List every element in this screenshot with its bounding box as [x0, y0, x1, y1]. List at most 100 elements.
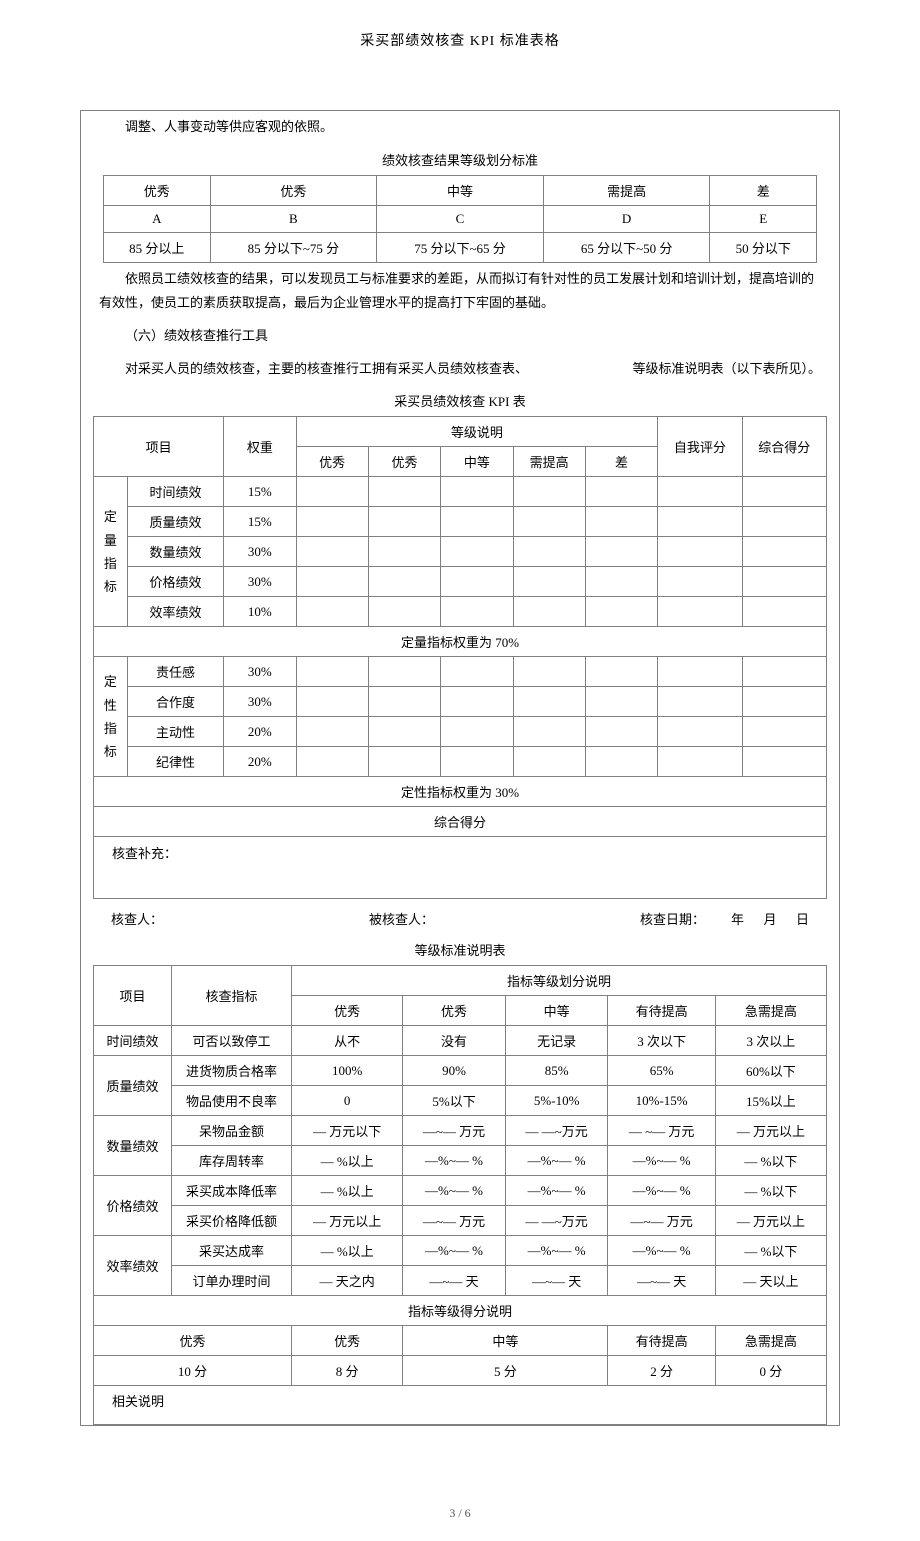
- checked-label: 被核查人：: [369, 909, 434, 928]
- table-row: 合作度30%: [94, 687, 827, 717]
- qual-group: 定性指标: [94, 657, 128, 777]
- grade-range: 85 分以上: [104, 232, 211, 262]
- grade-range: 65 分以下~50 分: [543, 232, 710, 262]
- para3b: 等级标准说明表（以下表所见）。: [632, 357, 821, 382]
- std-cell: 无记录: [505, 1026, 608, 1056]
- std-index: 库存周转率: [172, 1146, 292, 1176]
- table-row: 质量绩效15%: [94, 507, 827, 537]
- table-row: 物品使用不良率05%以下5%-10%10%-15%15%以上: [94, 1086, 827, 1116]
- kpi-table-wrap: 项目 权重 等级说明 自我评分 综合得分 优秀 优秀 中等 需提高 差: [93, 416, 827, 1425]
- table-row: 库存周转率— %以上—%~— %—%~— %—%~— %— %以下: [94, 1146, 827, 1176]
- score-header: 有待提高: [608, 1326, 715, 1356]
- table-row: 纪律性20%: [94, 747, 827, 777]
- quant-name: 时间绩效: [127, 477, 223, 507]
- grading-table-wrap: 优秀 优秀 中等 需提高 差 A B C D E 85 分以上: [103, 175, 817, 263]
- table-row: 优秀 优秀 中等 有待提高 急需提高: [94, 1326, 827, 1356]
- score-value: 5 分: [403, 1356, 608, 1386]
- std-cell: 5%以下: [403, 1086, 506, 1116]
- col-levels: 等级说明: [296, 417, 658, 447]
- table-row: 价格绩效采买成本降低率— %以上—%~— %—%~— %—%~— %— %以下: [94, 1176, 827, 1206]
- quant-name: 价格绩效: [127, 567, 223, 597]
- qual-weight: 30%: [224, 687, 296, 717]
- cell: [296, 477, 368, 507]
- std-cell: —~— 万元: [608, 1206, 715, 1236]
- std-cell: — —~万元: [505, 1206, 608, 1236]
- col-total-score: 综合得分: [742, 417, 826, 477]
- table-row: 定性指标 责任感 30%: [94, 657, 827, 687]
- std-index: 进货物质合格率: [172, 1056, 292, 1086]
- quant-weight: 30%: [224, 567, 296, 597]
- grade-header: 差: [710, 175, 817, 205]
- score-value: 2 分: [608, 1356, 715, 1386]
- grade-header: 优秀: [104, 175, 211, 205]
- grade-letter: C: [377, 205, 544, 232]
- qual-name: 主动性: [127, 717, 223, 747]
- quant-weight: 10%: [224, 597, 296, 627]
- table-row: 项目 权重 等级说明 自我评分 综合得分: [94, 417, 827, 447]
- score-header: 优秀: [94, 1326, 292, 1356]
- std-index: 可否以致停工: [172, 1026, 292, 1056]
- std-cell: 3 次以下: [608, 1026, 715, 1056]
- std-cell: — %以上: [292, 1176, 403, 1206]
- std-cell: — —~万元: [505, 1116, 608, 1146]
- std-group-name: 质量绩效: [94, 1056, 172, 1116]
- std-col-desc: 指标等级划分说明: [292, 966, 827, 996]
- table-row: A B C D E: [104, 205, 817, 232]
- std-cell: —~— 万元: [403, 1206, 506, 1236]
- qual-name: 合作度: [127, 687, 223, 717]
- level-col: 优秀: [296, 447, 368, 477]
- table-row: 项目 核查指标 指标等级划分说明: [94, 966, 827, 996]
- qual-group-label: 定性指标: [100, 670, 121, 764]
- std-cell: 65%: [608, 1056, 715, 1086]
- cell: [585, 477, 657, 507]
- grade-range: 50 分以下: [710, 232, 817, 262]
- std-index: 采买价格降低额: [172, 1206, 292, 1236]
- level-col: 优秀: [368, 447, 440, 477]
- std-cell: 从不: [292, 1026, 403, 1056]
- qual-weight: 30%: [224, 657, 296, 687]
- table-row: 数量绩效呆物品金额— 万元以下—~— 万元— —~万元— ~— 万元— 万元以上: [94, 1116, 827, 1146]
- table-row: 定量指标权重为 70%: [94, 627, 827, 657]
- table-row: 定量指标 时间绩效 15%: [94, 477, 827, 507]
- checker-label: 核查人：: [111, 909, 163, 928]
- std-cell: 100%: [292, 1056, 403, 1086]
- grading-table: 优秀 优秀 中等 需提高 差 A B C D E 85 分以上: [103, 175, 817, 263]
- std-group-name: 时间绩效: [94, 1026, 172, 1056]
- cell: [441, 477, 513, 507]
- col-weight: 权重: [224, 417, 296, 477]
- std-note: 相关说明: [94, 1386, 827, 1425]
- table-row: 综合得分: [94, 807, 827, 837]
- table-row: 指标等级得分说明: [94, 1296, 827, 1326]
- supplement: 核查补充：: [94, 837, 827, 899]
- std-cell: —~— 天: [505, 1266, 608, 1296]
- std-group-name: 价格绩效: [94, 1176, 172, 1236]
- grade-letter: E: [710, 205, 817, 232]
- grade-letter: D: [543, 205, 710, 232]
- std-cell: 60%以下: [715, 1056, 826, 1086]
- table-row: 采买价格降低额— 万元以上—~— 万元— —~万元—~— 万元— 万元以上: [94, 1206, 827, 1236]
- content: 调整、人事变动等供应客观的依照。 绩效核查结果等级划分标准 优秀 优秀 中等 需…: [80, 110, 840, 1426]
- std-index: 订单办理时间: [172, 1266, 292, 1296]
- qual-name: 纪律性: [127, 747, 223, 777]
- std-cell: — 万元以上: [715, 1116, 826, 1146]
- std-cell: — 天以上: [715, 1266, 826, 1296]
- cell: [368, 477, 440, 507]
- std-index: 采买达成率: [172, 1236, 292, 1266]
- std-cell: —%~— %: [608, 1236, 715, 1266]
- std-cell: —%~— %: [403, 1236, 506, 1266]
- quant-name: 效率绩效: [127, 597, 223, 627]
- std-cell: —~— 天: [403, 1266, 506, 1296]
- score-value: 0 分: [715, 1356, 826, 1386]
- std-col-index: 核查指标: [172, 966, 292, 1026]
- std-level: 有待提高: [608, 996, 715, 1026]
- table-row: 订单办理时间— 天之内—~— 天—~— 天—~— 天— 天以上: [94, 1266, 827, 1296]
- level-col: 差: [585, 447, 657, 477]
- std-cell: —%~— %: [505, 1236, 608, 1266]
- qual-weight: 20%: [224, 717, 296, 747]
- level-col: 需提高: [513, 447, 585, 477]
- std-level: 优秀: [403, 996, 506, 1026]
- quant-name: 质量绩效: [127, 507, 223, 537]
- table-row: 质量绩效进货物质合格率100%90%85%65%60%以下: [94, 1056, 827, 1086]
- table-row: 效率绩效10%: [94, 597, 827, 627]
- para2: （六）绩效核查推行工具: [81, 320, 839, 353]
